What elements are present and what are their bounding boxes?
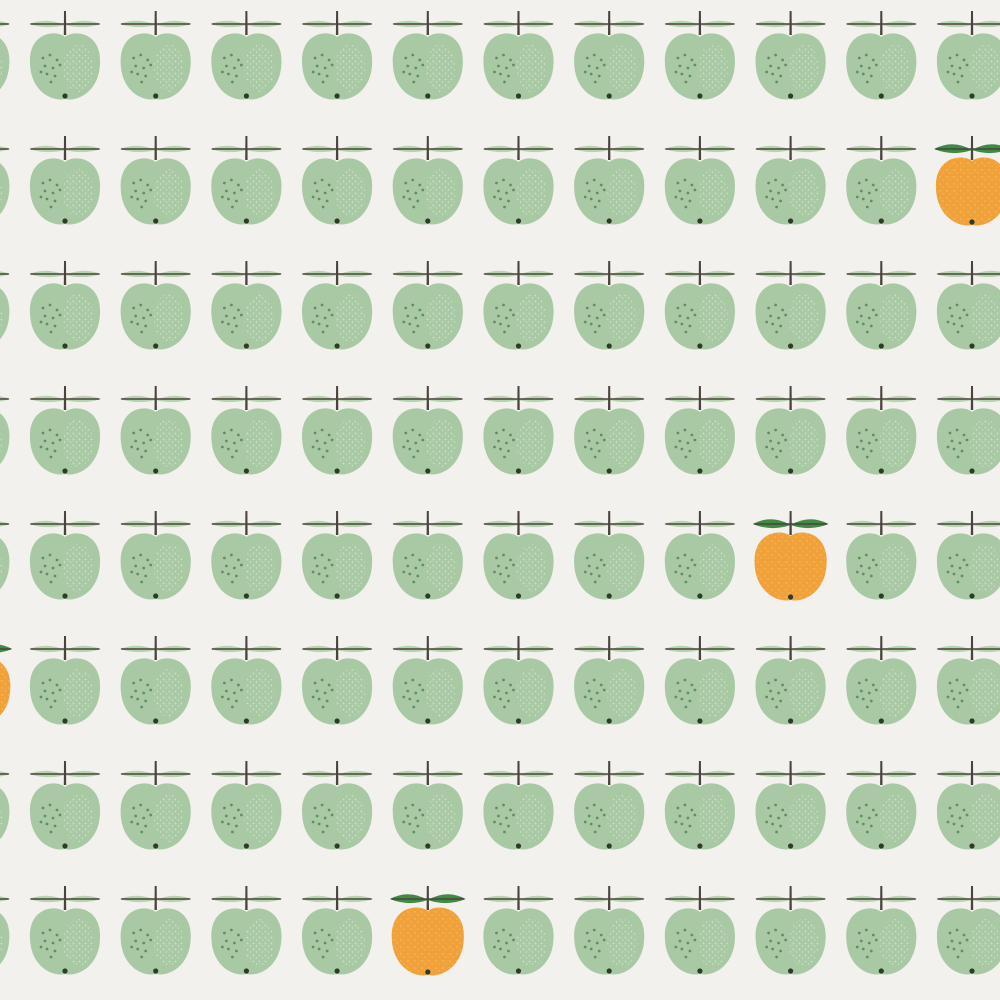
green-apple-icon <box>301 636 374 725</box>
green-apple-icon <box>482 136 555 225</box>
green-apple-icon <box>663 761 736 850</box>
green-apple-icon <box>663 386 736 475</box>
green-apple-icon <box>845 11 918 100</box>
green-apple-icon <box>301 11 374 100</box>
green-apple-icon <box>301 386 374 475</box>
green-apple-icon <box>29 886 101 975</box>
orange-apple-icon <box>389 886 466 976</box>
green-apple-icon <box>29 761 101 850</box>
green-apple-icon <box>845 386 918 475</box>
orange-apple-icon <box>0 644 13 716</box>
green-apple-icon <box>210 636 283 725</box>
green-apple-icon <box>391 11 464 100</box>
green-apple-icon <box>119 386 192 475</box>
green-apple-icon <box>663 261 736 350</box>
green-apple-icon <box>663 886 736 975</box>
green-apple-icon <box>119 636 192 725</box>
green-apple-icon <box>936 261 1000 350</box>
green-apple-icon <box>663 636 736 725</box>
green-apple-icon <box>0 271 11 340</box>
green-apple-icon <box>301 261 374 350</box>
green-apple-icon <box>482 761 555 850</box>
green-apple-icon <box>391 261 464 350</box>
green-apple-icon <box>29 261 101 350</box>
green-apple-icon <box>754 636 827 725</box>
green-apple-icon <box>936 886 1000 975</box>
green-apple-icon <box>845 761 918 850</box>
green-apple-icon <box>391 761 464 850</box>
green-apple-icon <box>119 511 192 600</box>
orange-apple-icon <box>934 136 1000 226</box>
green-apple-icon <box>0 396 11 465</box>
green-apple-icon <box>754 386 827 475</box>
green-apple-icon <box>29 11 101 100</box>
green-apple-icon <box>573 261 646 350</box>
green-apple-icon <box>936 761 1000 850</box>
green-apple-icon <box>301 511 374 600</box>
green-apple-icon <box>936 11 1000 100</box>
green-apple-icon <box>845 636 918 725</box>
green-apple-icon <box>119 11 192 100</box>
green-apple-icon <box>573 386 646 475</box>
orange-apple-icon <box>752 511 829 601</box>
green-apple-icon <box>301 761 374 850</box>
green-apple-icon <box>119 761 192 850</box>
green-apple-icon <box>210 261 283 350</box>
green-apple-icon <box>573 11 646 100</box>
green-apple-icon <box>482 511 555 600</box>
green-apple-icon <box>754 11 827 100</box>
green-apple-icon <box>0 146 11 215</box>
green-apple-icon <box>391 511 464 600</box>
green-apple-icon <box>119 886 192 975</box>
green-apple-icon <box>845 261 918 350</box>
green-apple-icon <box>119 261 192 350</box>
green-apple-icon <box>29 511 101 600</box>
green-apple-icon <box>845 136 918 225</box>
green-apple-icon <box>663 511 736 600</box>
green-apple-icon <box>573 636 646 725</box>
green-apple-icon <box>0 896 11 965</box>
green-apple-icon <box>482 636 555 725</box>
green-apple-icon <box>210 386 283 475</box>
green-apple-icon <box>482 386 555 475</box>
green-apple-icon <box>29 636 101 725</box>
green-apple-icon <box>754 261 827 350</box>
green-apple-icon <box>301 136 374 225</box>
green-apple-icon <box>663 11 736 100</box>
green-apple-icon <box>210 886 283 975</box>
green-apple-icon <box>119 136 192 225</box>
green-apple-icon <box>663 136 736 225</box>
green-apple-icon <box>210 136 283 225</box>
green-apple-icon <box>391 386 464 475</box>
green-apple-icon <box>845 511 918 600</box>
green-apple-icon <box>482 261 555 350</box>
green-apple-icon <box>754 761 827 850</box>
green-apple-icon <box>0 521 11 590</box>
green-apple-icon <box>573 136 646 225</box>
green-apple-icon <box>391 136 464 225</box>
green-apple-icon <box>754 136 827 225</box>
green-apple-icon <box>573 511 646 600</box>
green-apple-icon <box>29 386 101 475</box>
green-apple-icon <box>0 771 11 840</box>
green-apple-icon <box>482 886 555 975</box>
green-apple-icon <box>936 386 1000 475</box>
green-apple-icon <box>0 21 11 90</box>
green-apple-icon <box>936 511 1000 600</box>
green-apple-icon <box>754 886 827 975</box>
green-apple-icon <box>936 636 1000 725</box>
green-apple-icon <box>210 511 283 600</box>
green-apple-icon <box>210 11 283 100</box>
green-apple-icon <box>573 761 646 850</box>
green-apple-icon <box>482 11 555 100</box>
green-apple-icon <box>573 886 646 975</box>
green-apple-icon <box>845 886 918 975</box>
green-apple-icon <box>391 636 464 725</box>
green-apple-icon <box>301 886 374 975</box>
green-apple-icon <box>210 761 283 850</box>
green-apple-icon <box>29 136 101 225</box>
